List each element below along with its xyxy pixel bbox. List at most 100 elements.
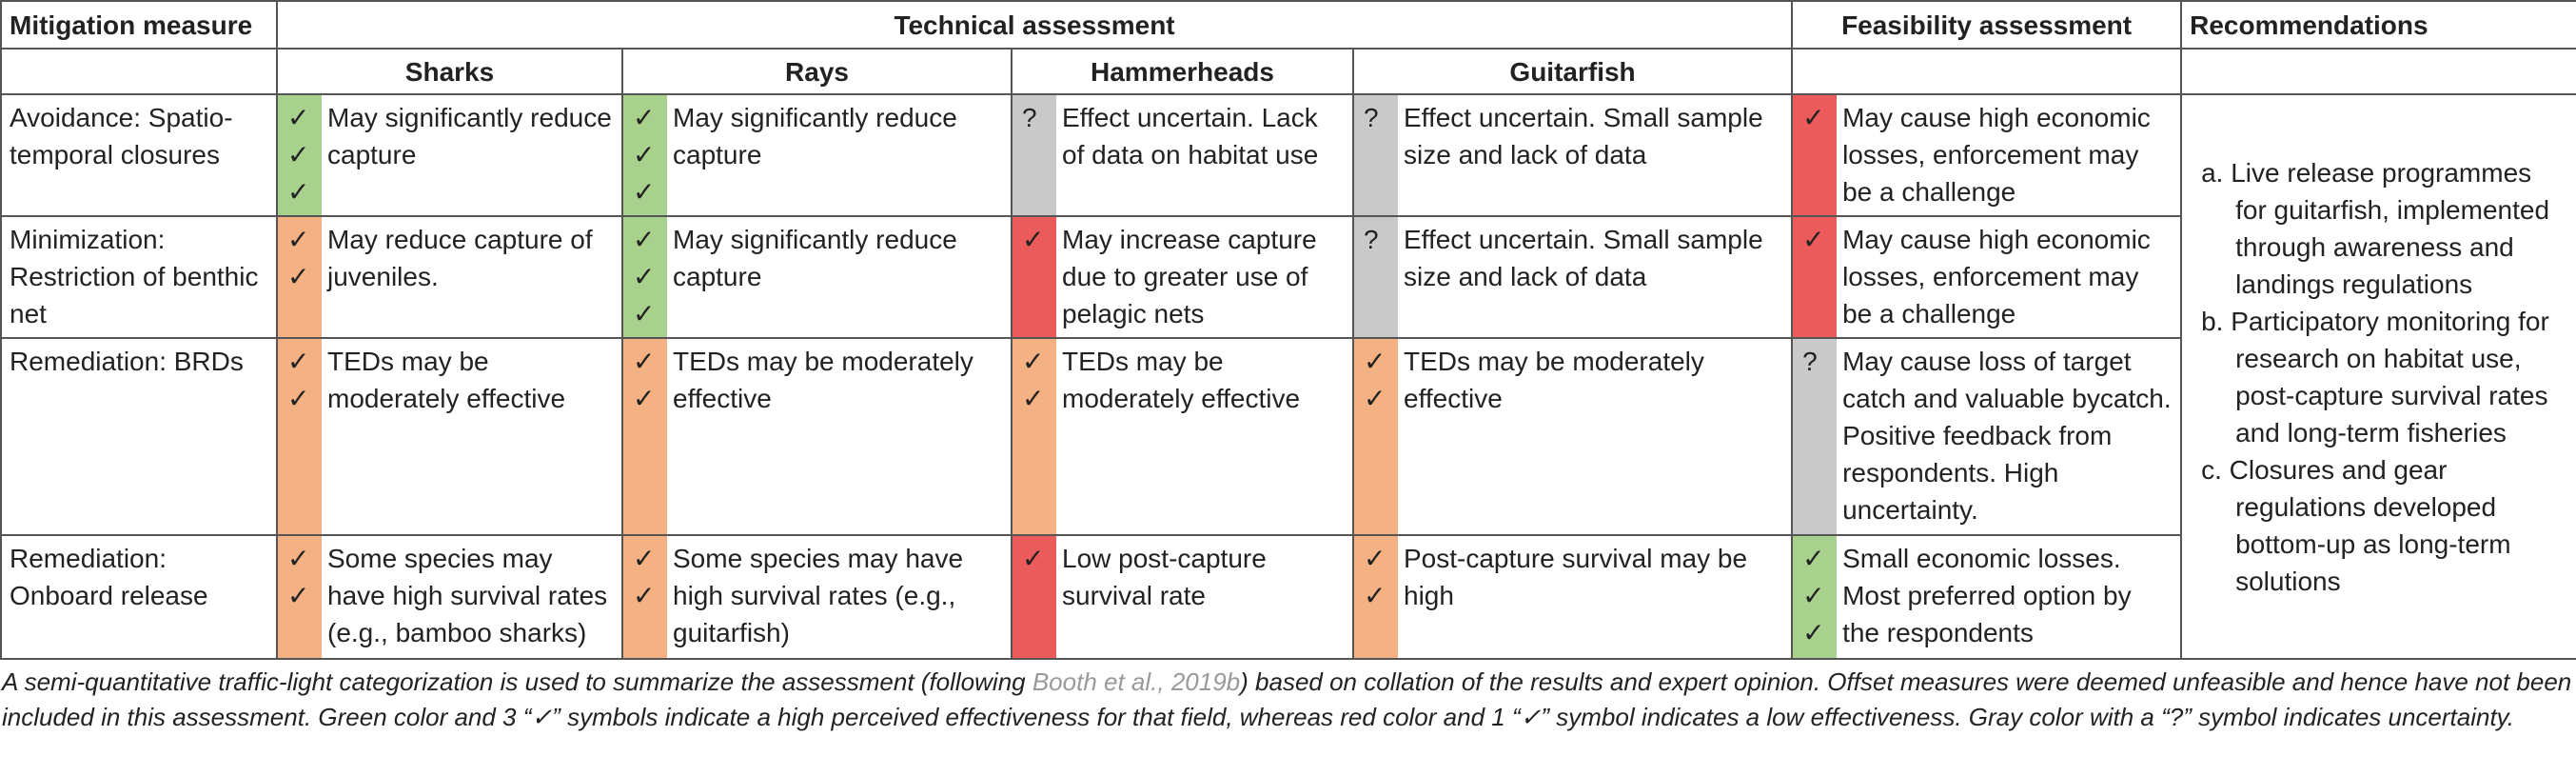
assessment-text: May significantly reduce capture	[667, 93, 1013, 217]
assessment-text: TEDs may be moderately effective	[1056, 337, 1354, 536]
rating-symbol: ✓	[287, 262, 310, 291]
item-label: a.	[2201, 157, 2224, 188]
recommendations-cell: a. Live release programmes for guitarfis…	[2180, 93, 2576, 660]
assessment-text: May cause high economic losses, enforcem…	[1837, 215, 2183, 339]
rating-cell: ✓ ✓	[276, 337, 322, 536]
group-header: Sharks	[276, 48, 623, 95]
citation-link[interactable]: Booth et al., 2019b	[1032, 667, 1241, 696]
rating-symbol: ✓	[1802, 225, 1825, 254]
rating-symbol: ✓	[1802, 618, 1825, 647]
recommendation-item: b. Participatory monitoring for research…	[2201, 303, 2566, 451]
rating-symbol: ✓	[287, 225, 310, 254]
rating-cell: ✓ ✓	[1011, 337, 1056, 536]
rating-symbol: ✓	[1364, 544, 1386, 573]
rating-symbol: ✓	[287, 177, 310, 207]
assessment-text: TEDs may be moderately effective	[667, 337, 1013, 536]
rating-symbol: ✓	[633, 544, 656, 573]
rating-symbol: ✓	[1364, 347, 1386, 376]
header-cell: Feasibility assessment	[1791, 0, 2183, 50]
item-label: c.	[2201, 454, 2222, 485]
rating-cell: ✓ ✓ ✓	[276, 93, 322, 217]
assessment-text: Low post-capture survival rate	[1056, 534, 1354, 660]
rating-symbol: ✓	[287, 581, 310, 610]
caption-text: ) based on collation of the results and …	[2, 667, 2572, 731]
assessment-text: May reduce capture of juveniles.	[322, 215, 623, 339]
header-cell	[0, 48, 278, 95]
rating-symbol: ✓	[1802, 581, 1825, 610]
rating-symbol: ✓	[1802, 544, 1825, 573]
rating-cell: ✓	[1011, 215, 1056, 339]
assessment-text: Post-capture survival may be high	[1398, 534, 1794, 660]
group-header: Guitarfish	[1351, 48, 1794, 95]
item-text: Live release programmes for guitarfish, …	[2231, 157, 2550, 299]
rating-symbol: ✓	[633, 262, 656, 291]
measure-cell: Remediation: BRDs	[0, 337, 278, 536]
rating-cell: ✓	[1011, 534, 1056, 660]
header-cell: Mitigation measure	[0, 0, 278, 50]
rating-symbol: ✓	[633, 103, 656, 132]
rating-cell: ✓ ✓	[276, 215, 322, 339]
header-cell: Recommendations	[2180, 0, 2576, 50]
measure-cell: Minimization: Restriction of benthic net	[0, 215, 278, 339]
rating-symbol: ✓	[633, 581, 656, 610]
rating-symbol: ✓	[1802, 103, 1825, 132]
rating-symbol: ?	[1802, 347, 1818, 376]
assessment-text: May significantly reduce capture	[322, 93, 623, 217]
rating-cell: ✓ ✓ ✓	[621, 93, 667, 217]
item-label: b.	[2201, 306, 2224, 336]
assessment-text: Small economic losses. Most preferred op…	[1837, 534, 2183, 660]
rating-symbol: ✓	[1364, 384, 1386, 413]
header-row: Mitigation measure Technical assessment Fe…	[0, 0, 2576, 50]
rating-cell: ✓ ✓	[1352, 337, 1398, 536]
header-cell: Technical assessment	[275, 0, 1794, 50]
rating-symbol: ?	[1364, 225, 1379, 254]
table-row: Remediation: BRDs ✓ ✓ TEDs may be moderatel…	[0, 337, 2576, 536]
table-row: Remediation: Onboard release ✓ ✓ Some speci…	[0, 534, 2576, 660]
measure-cell: Avoidance: Spatio-temporal closures	[0, 93, 278, 217]
rating-cell: ?	[1352, 215, 1398, 339]
rating-symbol: ✓	[633, 225, 656, 254]
recommendation-item: c. Closures and gear regulations develop…	[2201, 451, 2566, 600]
measure-cell: Remediation: Onboard release	[0, 534, 278, 660]
rating-cell: ?	[1352, 93, 1398, 217]
assessment-text: May significantly reduce capture	[667, 215, 1013, 339]
table-row: Avoidance: Spatio-temporal closures ✓ ✓ ✓ Ma…	[0, 93, 2576, 660]
rating-cell: ?	[1791, 337, 1838, 536]
caption-text: A semi-quantitative traffic-light catego…	[2, 667, 1032, 696]
rating-cell: ✓ ✓	[276, 534, 322, 660]
header-cell	[2180, 48, 2576, 95]
rating-symbol: ✓	[633, 384, 656, 413]
header-row: Sharks Rays Hammerheads Guitarfish	[0, 48, 2576, 95]
assessment-text: May cause high economic losses, enforcem…	[1837, 93, 2183, 217]
rating-cell: ?	[1011, 93, 1056, 217]
rating-cell: ✓ ✓	[621, 534, 667, 660]
rating-cell: ✓ ✓	[1352, 534, 1398, 660]
rating-symbol: ✓	[1022, 384, 1045, 413]
rating-symbol: ?	[1022, 103, 1037, 132]
rating-symbol: ✓	[1022, 225, 1045, 254]
rating-symbol: ✓	[287, 103, 310, 132]
table-row: Minimization: Restriction of benthic net…	[0, 215, 2576, 339]
assessment-text: TEDs may be moderately effective	[1398, 337, 1794, 536]
rating-symbol: ✓	[287, 384, 310, 413]
rating-symbol: ✓	[633, 347, 656, 376]
group-header: Rays	[621, 48, 1013, 95]
assessment-table: Mitigation measure Technical assessment Fe…	[0, 0, 2576, 660]
rating-cell: ✓ ✓ ✓	[621, 215, 667, 339]
rating-cell: ✓	[1791, 93, 1838, 217]
item-text: Closures and gear regulations developed …	[2229, 454, 2511, 596]
rating-cell: ✓ ✓ ✓	[1791, 534, 1838, 660]
rating-symbol: ✓	[633, 177, 656, 207]
rating-symbol: ✓	[287, 140, 310, 169]
assessment-text: May increase capture due to greater use …	[1056, 215, 1354, 339]
item-text: Participatory monitoring for research on…	[2231, 306, 2549, 448]
rating-symbol: ?	[1364, 103, 1379, 132]
recommendation-item: a. Live release programmes for guitarfis…	[2201, 154, 2566, 303]
assessment-text: Effect uncertain. Lack of data on habita…	[1056, 93, 1354, 217]
rating-symbol: ✓	[1022, 544, 1045, 573]
rating-symbol: ✓	[287, 544, 310, 573]
assessment-text: Some species may have high survival rate…	[667, 534, 1013, 660]
rating-symbol: ✓	[633, 140, 656, 169]
rating-cell: ✓ ✓	[621, 337, 667, 536]
